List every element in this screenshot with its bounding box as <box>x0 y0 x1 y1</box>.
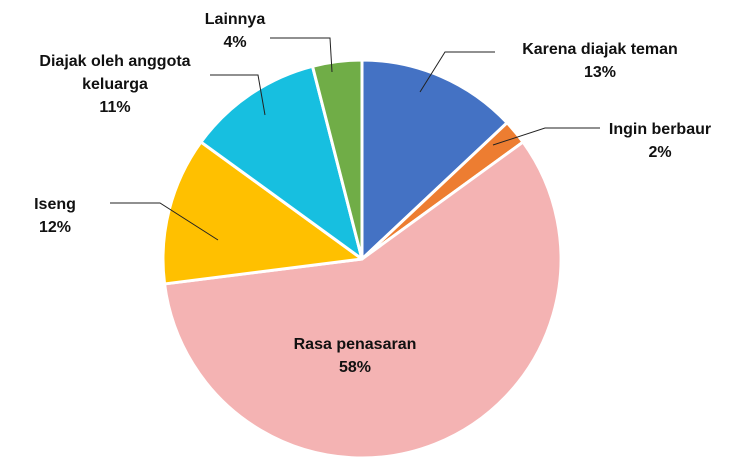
leader-line <box>419 51 495 93</box>
leader-line <box>210 74 266 116</box>
slice-label: Ingin berbaur 2% <box>585 118 735 164</box>
pie-slice <box>360 58 509 261</box>
value-label: 11% <box>99 99 131 116</box>
slice-label: Rasa penasaran 58% <box>255 333 455 379</box>
category-label: Iseng <box>34 196 76 213</box>
category-label: Lainnya <box>204 11 266 28</box>
slice-label: Diajak oleh anggota keluarga 11% <box>15 50 215 119</box>
pie-slice <box>163 140 563 460</box>
slice-label: Lainnya 4% <box>185 8 285 54</box>
pie-slice <box>311 58 364 261</box>
value-label: 12% <box>38 219 72 236</box>
category-label: Ingin berbaur <box>608 121 712 138</box>
slice-label: Karena diajak teman 13% <box>485 38 715 84</box>
value-label: 2% <box>648 144 672 161</box>
category-label: Karena diajak teman <box>522 41 678 58</box>
category-label: Rasa penasaran <box>293 336 417 353</box>
leader-line <box>270 37 333 73</box>
value-label: 4% <box>223 34 247 51</box>
pie-slice <box>199 64 364 261</box>
value-label: 58% <box>338 359 372 376</box>
leader-line <box>492 127 600 146</box>
leader-line <box>110 202 219 241</box>
category-label: Diajak oleh anggota keluarga <box>39 53 191 93</box>
value-label: 13% <box>583 64 617 81</box>
slice-label: Iseng 12% <box>15 193 95 239</box>
